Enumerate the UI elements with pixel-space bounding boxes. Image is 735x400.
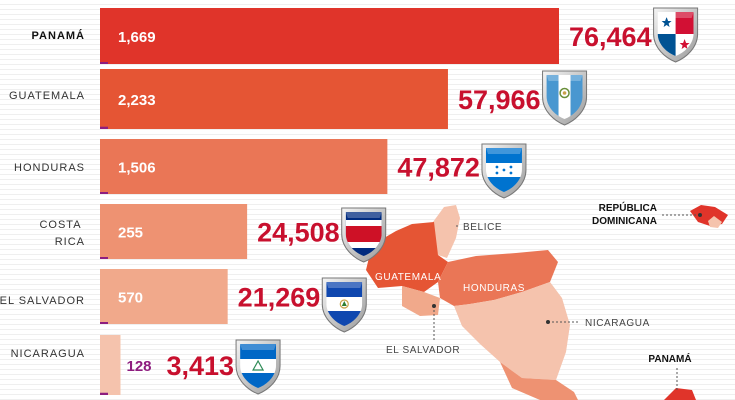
category-label-panama: PANAMÁ xyxy=(32,29,85,42)
map-label-nicaragua: NICARAGUA xyxy=(585,318,650,329)
total-label-honduras: 47,872 xyxy=(397,153,480,183)
map-region-belice xyxy=(433,205,460,258)
total-label-nicaragua: 3,413 xyxy=(166,351,234,381)
bar-label-honduras: 1,506 xyxy=(118,160,156,177)
map-region-guatemala xyxy=(366,222,448,292)
map-label-belice: BELICE xyxy=(463,222,502,233)
honduras-flag-icon xyxy=(481,143,527,199)
costa-rica-flag-icon xyxy=(341,207,387,263)
map-region-honduras xyxy=(438,250,558,306)
category-label-honduras: HONDURAS xyxy=(14,162,85,174)
map-region-el-salvador xyxy=(402,286,440,316)
map-label-honduras: HONDURAS xyxy=(463,283,525,294)
el-salvador-flag-icon xyxy=(321,277,367,333)
el-salvador-marker xyxy=(432,304,436,308)
bar-segment-honduras xyxy=(100,192,108,194)
total-label-el-salvador: 21,269 xyxy=(238,283,321,313)
category-label-el-salvador: EL SALVADOR xyxy=(0,295,85,307)
bar-label-costa-rica: 255 xyxy=(118,225,143,242)
central-america-map: BELICE GUATEMALA HONDURAS EL SALVADOR NI… xyxy=(366,201,728,400)
bar-panama xyxy=(100,8,559,64)
bar-costa-rica xyxy=(100,204,248,259)
total-label-guatemala: 57,966 xyxy=(458,85,541,115)
bar-segment-panama xyxy=(100,62,108,64)
nicaragua-flag-icon xyxy=(235,339,281,395)
map-region-nicaragua xyxy=(454,282,570,380)
nicaragua-marker xyxy=(546,320,550,324)
bar-label-guatemala: 2,233 xyxy=(118,92,156,109)
map-region-costa-rica xyxy=(500,362,578,400)
map-region-panama xyxy=(664,388,696,400)
category-label-guatemala: GUATEMALA xyxy=(9,90,85,102)
dominicana-marker xyxy=(698,213,702,217)
map-label-panama: PANAMÁ xyxy=(648,352,691,365)
total-label-panama: 76,464 xyxy=(569,22,652,52)
map-label-el-salvador: EL SALVADOR xyxy=(386,345,460,356)
category-label-costa-rica: COSTA RICA xyxy=(39,219,85,248)
total-label-costa-rica: 24,508 xyxy=(257,218,340,248)
panama-flag-icon xyxy=(653,7,699,63)
bar-nicaragua xyxy=(100,335,121,395)
bar-honduras xyxy=(100,139,388,194)
bar-el-salvador xyxy=(100,269,228,324)
guatemala-flag-icon xyxy=(542,70,588,126)
bar-guatemala xyxy=(100,69,448,129)
map-region-haiti xyxy=(708,216,722,228)
bar-segment-guatemala xyxy=(100,126,108,129)
bar-segment-costa-rica xyxy=(100,257,108,259)
bar-label-nicaragua: 128 xyxy=(126,358,151,375)
chart-marks: 1,669 76,464 2,233 57,966 1,506 47,872 255 24,5… xyxy=(100,7,699,395)
map-label-dominicana: DOMINICANA xyxy=(592,216,657,227)
bar-segment-el-salvador xyxy=(100,322,108,324)
category-labels: PANAMÁ GUATEMALA HONDURAS COSTA RICA EL … xyxy=(0,29,85,360)
bar-label-panama: 1,669 xyxy=(118,29,156,46)
map-label-guatemala: GUATEMALA xyxy=(375,272,441,283)
bar-label-el-salvador: 570 xyxy=(118,290,143,307)
map-label-republica: REPÚBLICA xyxy=(599,201,657,214)
bar-segment-nicaragua xyxy=(100,392,108,395)
category-label-nicaragua: NICARAGUA xyxy=(11,348,85,360)
